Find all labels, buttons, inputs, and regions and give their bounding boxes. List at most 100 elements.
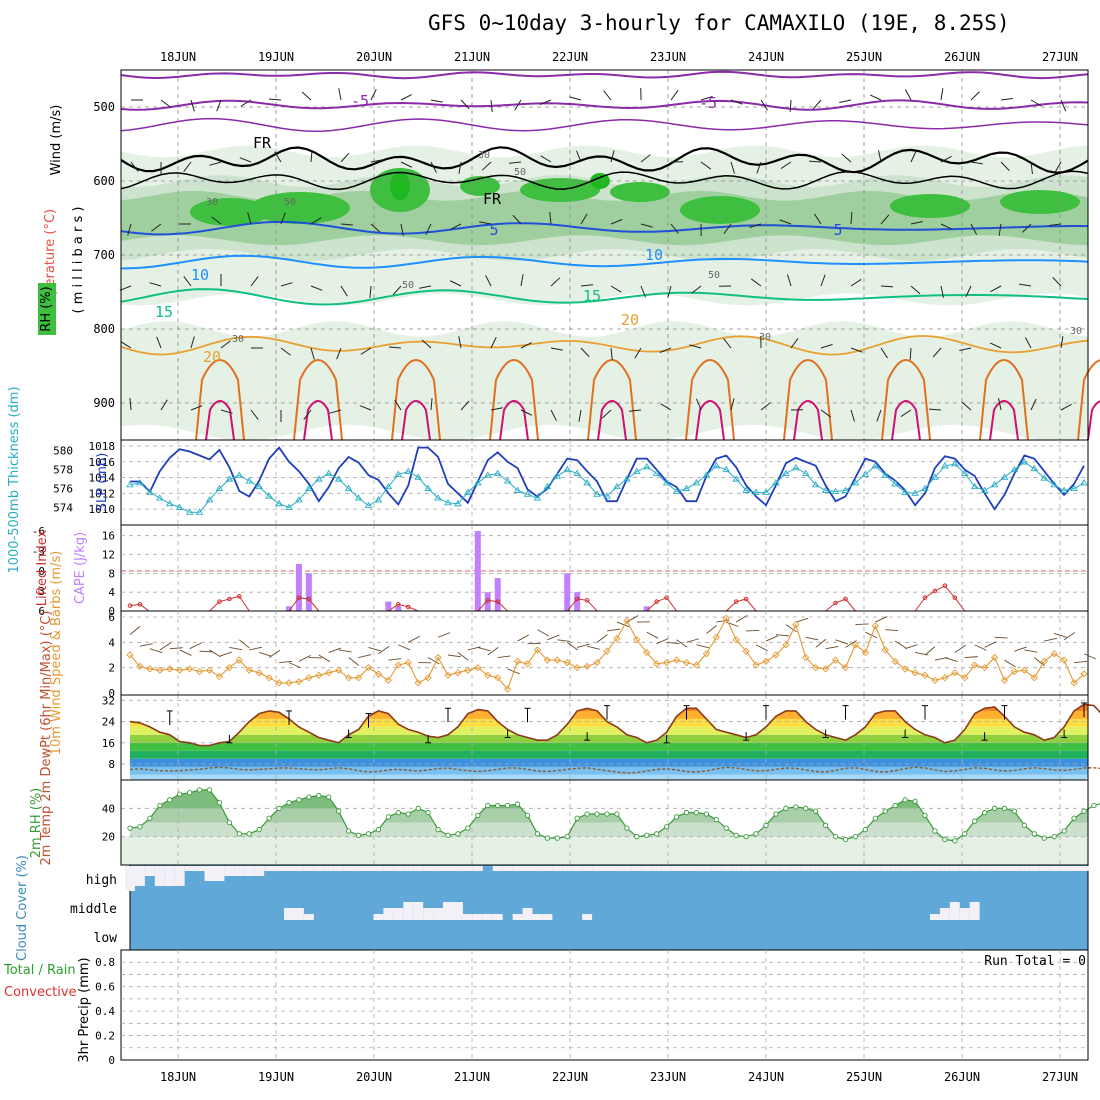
rh-blob (590, 173, 610, 189)
rh2m-point (296, 797, 302, 803)
upper-wind-barb (932, 347, 942, 358)
rh2m-point (663, 824, 670, 830)
rh2m-point (962, 831, 968, 837)
rh2m-point (415, 805, 421, 811)
thickness-point (195, 508, 204, 515)
pressure-tick-label: 700 (93, 248, 115, 262)
wind-speed-point (543, 656, 552, 664)
thickness-point (603, 492, 611, 499)
wind-speed-point (404, 658, 412, 667)
wind-barb (557, 639, 571, 642)
upper-wind-barb (190, 405, 203, 411)
thickness-point (1040, 474, 1049, 481)
wind-speed-point (961, 674, 969, 682)
upper-wind-barb (667, 285, 672, 298)
upper-wind-barb (370, 88, 377, 101)
upper-wind-barb (400, 94, 412, 101)
wind-barb (497, 655, 511, 658)
wind-speed-point (354, 674, 363, 682)
upper-wind-barb (421, 339, 432, 349)
thickness-point (891, 479, 899, 487)
cloud-mid-gap (452, 902, 463, 920)
rh2m-point (634, 834, 640, 840)
thickness-tick-label: 578 (53, 464, 73, 477)
temp-color-band (130, 726, 1088, 735)
cloud-high-gap (711, 866, 722, 871)
thickness-point (1030, 464, 1039, 472)
thickness-point (245, 477, 254, 484)
wind-speed-point (235, 656, 243, 664)
upper-wind-barb (850, 347, 863, 353)
wind-speed-point (185, 665, 194, 673)
rh2m-point (942, 836, 948, 843)
temp-contour-minus5-top (120, 70, 1089, 80)
thickness-point (970, 482, 979, 490)
lifted-index-line (388, 603, 419, 612)
rh2m-point (902, 797, 908, 803)
upper-wind-barb (876, 409, 882, 422)
rh2m-point (1061, 828, 1067, 834)
lifted-index-line (477, 599, 508, 612)
rh-contour-label: 30 (1070, 326, 1082, 337)
cloud-high-gap (393, 866, 404, 871)
wind-barb (1063, 632, 1076, 641)
rh2m-point (216, 800, 223, 806)
cape-tick-label: 16 (102, 530, 115, 543)
temp-tick-label: 8 (108, 758, 115, 771)
thickness-point (682, 484, 691, 492)
cape-bar (385, 601, 392, 611)
cloud-high-gap (780, 866, 791, 871)
cloud-high-gap (1029, 866, 1040, 871)
thickness-point (901, 488, 909, 495)
pressure-tick-label: 600 (93, 174, 115, 188)
thickness-point (1050, 480, 1058, 488)
thickness-point (613, 482, 621, 490)
cloud-mid-gap (303, 914, 314, 920)
cape-axis-label: CAPE (J/kg) (73, 532, 88, 604)
wind-barb (885, 629, 899, 632)
wind-speed-line (129, 617, 1085, 691)
upper-wind-barb (689, 344, 702, 349)
upper-wind-barb (730, 161, 735, 174)
cloud-tick-label: low (94, 931, 118, 946)
wind-barb (835, 639, 849, 645)
rh2m-point (167, 797, 173, 803)
wind-speed-point (1030, 674, 1038, 682)
slp-line (130, 446, 1085, 511)
wind-barb (517, 634, 530, 642)
freezing-level-contour-2 (120, 170, 1089, 191)
rh2m-point (395, 809, 401, 816)
cape-bar (395, 606, 402, 611)
wind-barb (229, 646, 243, 651)
upper-wind-barb (670, 223, 679, 234)
thickness-point (235, 471, 244, 478)
upper-wind-barb (490, 99, 493, 112)
temp-color-band (130, 742, 1088, 751)
upper-wind-barb (310, 285, 323, 291)
wind-barb (795, 617, 809, 623)
thickness-point (414, 473, 422, 480)
rh2m-point (803, 805, 809, 811)
upper-wind-barb (700, 161, 712, 170)
upper-wind-barb (220, 409, 233, 414)
wind-barb (408, 635, 420, 643)
cloud-high-gap (1009, 866, 1020, 871)
temp-axis-label: 2m Temp 2m DewPt (6hr Min/Max) (°C) (39, 611, 54, 866)
cloud-high-gap (949, 866, 960, 871)
upper-wind-barb (458, 161, 462, 174)
wind-speed-point (613, 634, 621, 643)
upper-wind-barb (634, 347, 642, 359)
wind-barb (199, 650, 213, 653)
rh-legend-swatch (38, 283, 56, 335)
wind-barb (139, 643, 153, 647)
cloud-high-gap (224, 866, 235, 876)
lifted-index-line (566, 598, 598, 612)
thickness-point (990, 480, 999, 488)
lifted-index-line (914, 585, 966, 612)
wind-speed-point (464, 666, 472, 674)
upper-wind-barb (576, 150, 582, 163)
lifted-tick-label: 0 (38, 565, 45, 578)
date-label-bottom: 26JUN (944, 1070, 980, 1084)
rh2m-point (306, 794, 312, 800)
wind-speed-point (255, 669, 263, 677)
